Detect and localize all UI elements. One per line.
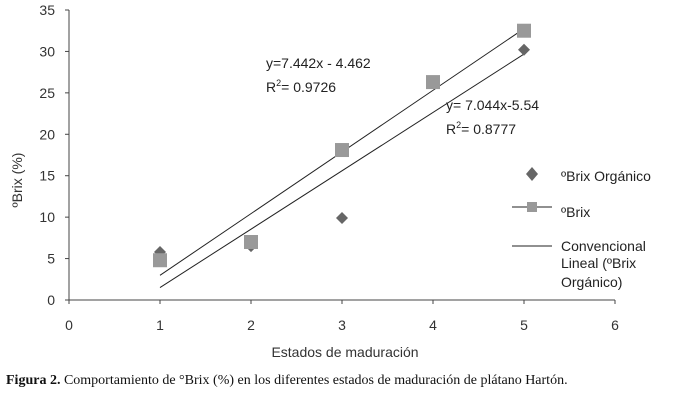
legend-label-line-1: Convencional [561,238,646,254]
x-tick-label: 4 [429,317,437,333]
y-tick-label: 5 [47,251,55,267]
data-point-square [426,75,440,90]
x-tick-label: 2 [247,317,255,333]
legend-item-convencional-lineal: Convencional Lineal (ºBrix Orgánico) [512,238,646,290]
legend-item-brix: ºBrix [512,202,590,220]
y-tick-label: 0 [47,292,55,308]
r-squared-text: R2= 0.8777 [446,120,516,137]
data-point-diamond [154,245,166,258]
trendline-equation-organico: y= 7.044x-5.54 R2= 0.8777 [446,97,539,137]
diamond-marker-icon [526,167,538,181]
chart: 0 5 10 15 20 25 30 35 0 1 2 3 4 5 6 ºBrix (%) Estados… [9,2,651,360]
y-tick-label: 20 [39,126,55,142]
legend-label: ºBrix Orgánico [561,168,651,184]
caption-text: Comportamiento de °Brix (%) en los difer… [60,373,568,388]
trendline-equation-brix: y=7.442x - 4.462 R2= 0.9726 [266,55,371,95]
data-point-square [517,23,531,38]
caption-label: Figura 2. [6,373,61,388]
y-tick-label: 10 [39,209,55,225]
y-tick-label: 35 [39,2,55,18]
figure-caption: Figura 2. Comportamiento de °Brix (%) en… [6,372,680,390]
data-point-diamond [518,43,530,56]
x-axis: 0 1 2 3 4 5 6 [65,299,619,333]
x-tick-label: 1 [156,317,164,333]
y-tick-label: 30 [39,43,55,59]
y-axis: 0 5 10 15 20 25 30 35 [39,2,70,308]
y-tick-label: 25 [39,85,55,101]
legend-label-line-2: Lineal (ºBrix [561,255,636,271]
y-tick-label: 15 [39,168,55,184]
r-squared-text: R2= 0.9726 [266,78,336,95]
square-marker-icon [527,202,537,212]
legend-item-organico: ºBrix Orgánico [526,167,651,184]
legend-label-line-3: Orgánico) [561,274,622,290]
x-tick-label: 3 [338,317,346,333]
x-axis-title: Estados de maduración [271,344,418,360]
x-tick-label: 0 [65,317,73,333]
legend-label: ºBrix [561,204,590,220]
trendline [159,53,525,288]
equation-text: y=7.442x - 4.462 [266,55,371,71]
data-point-square [335,143,349,158]
data-point-diamond [336,211,348,224]
y-axis-title: ºBrix (%) [9,153,25,208]
equation-text: y= 7.044x-5.54 [446,97,539,113]
x-tick-label: 6 [611,317,619,333]
data-point-square [153,253,167,268]
legend: ºBrix Orgánico ºBrix Convencional Lineal… [512,167,651,290]
data-points [153,23,531,268]
x-tick-label: 5 [520,317,528,333]
data-point-square [244,235,258,249]
